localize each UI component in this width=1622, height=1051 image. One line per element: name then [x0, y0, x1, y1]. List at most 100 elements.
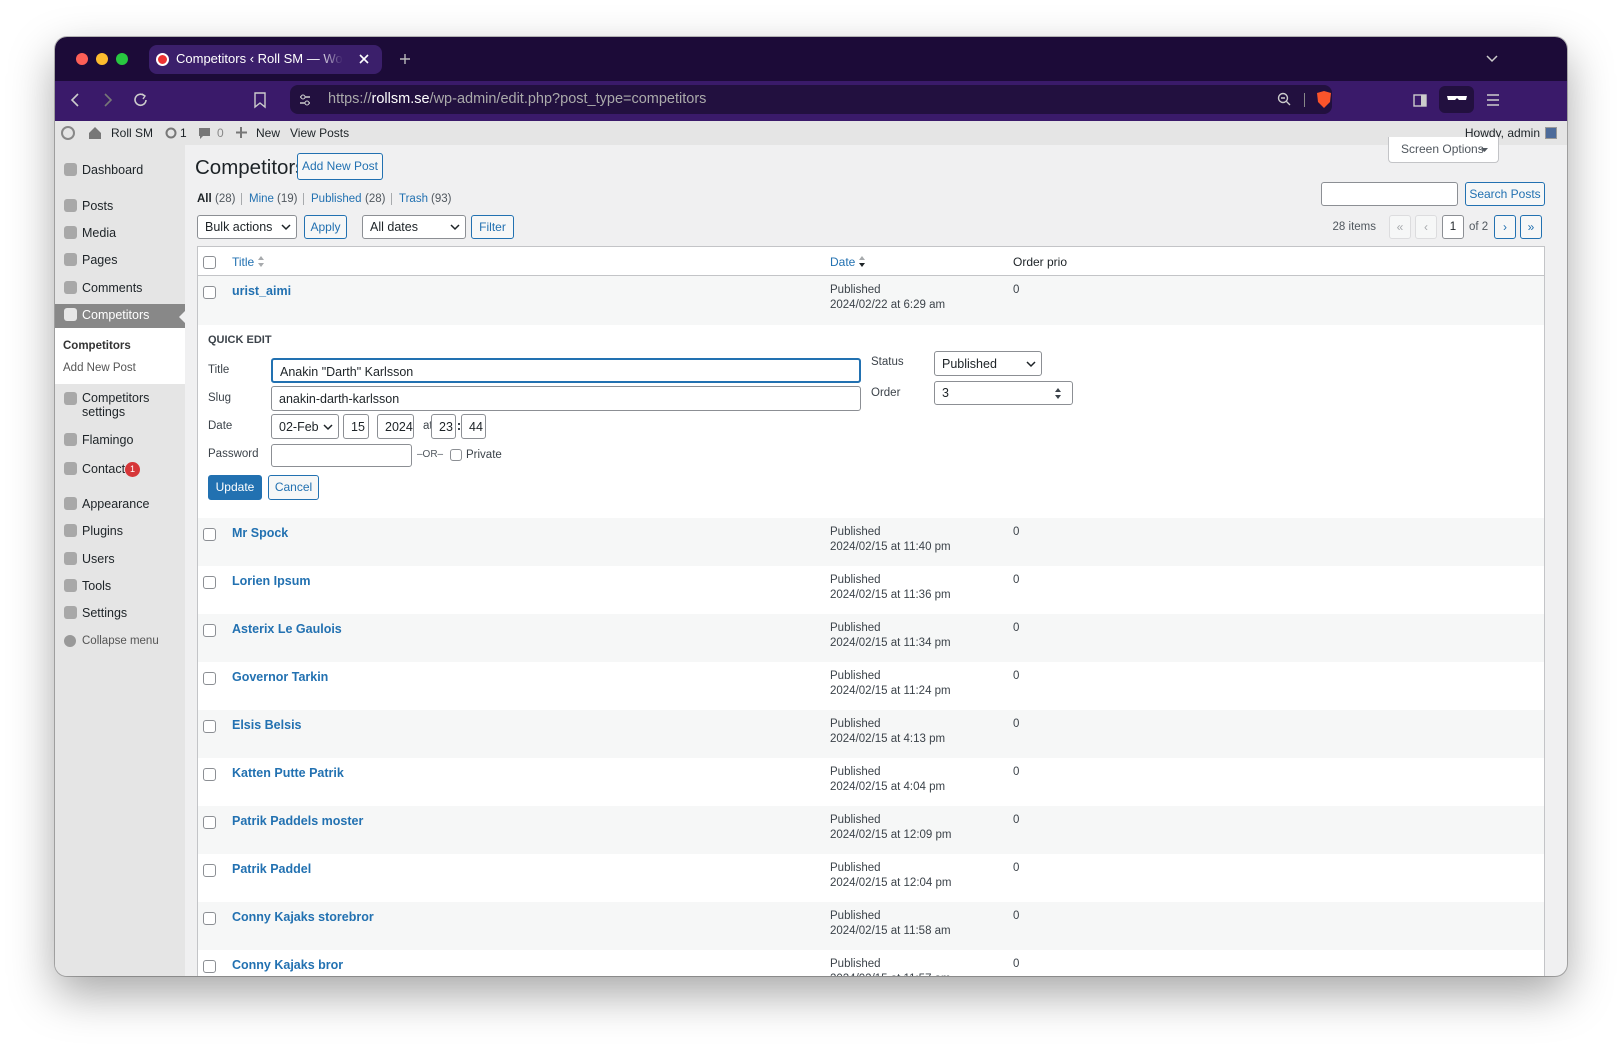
post-title[interactable]: Mr Spock — [232, 526, 289, 540]
post-status: Published — [830, 958, 881, 970]
post-title[interactable]: Elsis Belsis — [232, 718, 302, 732]
view-link[interactable]: Trash — [399, 193, 428, 205]
post-date: 2024/02/15 at 11:36 pm — [830, 589, 951, 601]
menu-item[interactable]: Contact — [82, 462, 126, 476]
year-input[interactable]: 2024 — [377, 414, 414, 439]
order-prio: 0 — [1013, 910, 1020, 922]
status-select[interactable]: Published — [934, 351, 1042, 376]
post-date: 2024/02/15 at 4:13 pm — [830, 733, 946, 745]
last-page[interactable]: » — [1520, 215, 1542, 239]
post-status: Published — [830, 670, 881, 682]
view-separator — [391, 193, 392, 205]
view-posts[interactable]: View Posts — [290, 126, 350, 140]
slug-input[interactable]: anakin-darth-karlsson — [271, 386, 861, 411]
minute-input[interactable]: 44 — [461, 414, 486, 439]
window-control[interactable] — [96, 53, 108, 65]
title-input[interactable]: Anakin "Darth" Karlsson — [271, 358, 861, 383]
menu-item[interactable]: Flamingo — [82, 433, 134, 447]
new-link[interactable]: New — [256, 126, 281, 140]
browser-tab[interactable]: Competitors ‹ Roll SM — Word — [149, 45, 382, 74]
menu-item[interactable]: Pages — [82, 253, 118, 267]
menu-item[interactable]: Comments — [82, 281, 143, 295]
day-input[interactable]: 15 — [343, 414, 369, 439]
update-button[interactable]: Update — [208, 475, 262, 500]
menu-item[interactable]: Competitors — [82, 308, 150, 322]
checkbox[interactable] — [203, 286, 216, 299]
filter-button[interactable]: Filter — [471, 215, 514, 239]
checkbox[interactable] — [203, 576, 216, 589]
checkbox[interactable] — [203, 768, 216, 781]
howdy[interactable]: Howdy, admin — [1464, 126, 1540, 140]
menu-item[interactable]: Competitors settings — [82, 391, 150, 419]
submenu-item[interactable]: Add New Post — [63, 362, 136, 374]
sort-icon — [859, 256, 865, 267]
current-page[interactable]: 1 — [1442, 215, 1464, 239]
order-input[interactable]: 3 — [934, 381, 1073, 405]
private-checkbox[interactable] — [450, 449, 462, 461]
post-title[interactable]: Conny Kajaks bror — [232, 958, 344, 972]
checkbox[interactable] — [203, 816, 216, 829]
menu-icon — [64, 579, 77, 592]
menu-item[interactable]: Users — [82, 552, 115, 566]
post-title[interactable]: Patrik Paddel — [232, 862, 312, 876]
bulk-actions[interactable]: Bulk actions — [197, 215, 297, 239]
next-page[interactable]: › — [1494, 215, 1516, 239]
menu-item[interactable]: Settings — [82, 606, 128, 620]
post-title[interactable]: Governor Tarkin — [232, 670, 329, 684]
checkbox[interactable] — [203, 624, 216, 637]
search-button[interactable]: Search Posts — [1465, 182, 1545, 206]
menu-item[interactable]: Media — [82, 226, 117, 240]
add-new-button[interactable]: Add New Post — [297, 153, 383, 180]
order-prio: 0 — [1013, 574, 1020, 586]
post-title[interactable]: Lorien Ipsum — [232, 574, 311, 588]
checkbox[interactable] — [203, 864, 216, 877]
badge: 1 — [125, 462, 140, 477]
checkbox[interactable] — [203, 528, 216, 541]
checkbox[interactable] — [203, 960, 216, 973]
month-select[interactable]: 02-Feb — [271, 414, 339, 439]
order-prio: 0 — [1013, 622, 1020, 634]
search-input[interactable] — [1321, 182, 1458, 206]
menu-item[interactable]: Posts — [82, 199, 114, 213]
post-status: Published — [830, 910, 881, 922]
screen-options[interactable]: Screen Options — [1388, 137, 1499, 163]
url-scheme: https:// — [328, 91, 372, 107]
first-page[interactable]: « — [1389, 215, 1411, 239]
post-title[interactable]: Asterix Le Gaulois — [232, 622, 342, 636]
date-filter[interactable]: All dates — [362, 215, 466, 239]
post-title[interactable]: Conny Kajaks storebror — [232, 910, 374, 924]
collapse-menu[interactable]: Collapse menu — [82, 635, 159, 647]
apply-button[interactable]: Apply — [304, 215, 347, 239]
url-field[interactable]: https://rollsm.se/wp-admin/edit.php?post… — [290, 85, 1332, 114]
prev-page[interactable]: ‹ — [1415, 215, 1437, 239]
view-link[interactable]: All — [197, 193, 212, 205]
menu-item[interactable]: Appearance — [82, 497, 150, 511]
password-label: Password — [208, 448, 259, 460]
brave-shield — [1317, 91, 1331, 108]
window-control[interactable] — [76, 53, 88, 65]
column-header[interactable]: Title — [232, 255, 255, 269]
menu-item[interactable]: Plugins — [82, 524, 123, 538]
spinner — [1055, 388, 1061, 399]
post-title[interactable]: urist_aimi — [232, 284, 292, 298]
reader-mode[interactable] — [1439, 86, 1474, 113]
menu-item[interactable]: Dashboard — [82, 163, 144, 177]
window-control[interactable] — [116, 53, 128, 65]
checkbox[interactable] — [203, 672, 216, 685]
view-link[interactable]: Mine — [249, 193, 274, 205]
sort-icon — [258, 256, 264, 267]
post-title[interactable]: Katten Putte Patrik — [232, 766, 344, 780]
password-input[interactable] — [271, 444, 412, 467]
column-header[interactable]: Date — [830, 255, 856, 269]
new-icon — [236, 127, 247, 138]
view-link[interactable]: Published — [311, 193, 362, 205]
cancel-button[interactable]: Cancel — [268, 475, 319, 500]
menu-item[interactable]: Tools — [82, 579, 112, 593]
post-title[interactable]: Patrik Paddels moster — [232, 814, 364, 828]
submenu-item[interactable]: Competitors — [63, 340, 131, 352]
checkbox[interactable] — [203, 720, 216, 733]
checkbox[interactable] — [203, 256, 216, 269]
menu-icon — [64, 524, 77, 537]
hour-input[interactable]: 23 — [431, 414, 456, 439]
checkbox[interactable] — [203, 912, 216, 925]
